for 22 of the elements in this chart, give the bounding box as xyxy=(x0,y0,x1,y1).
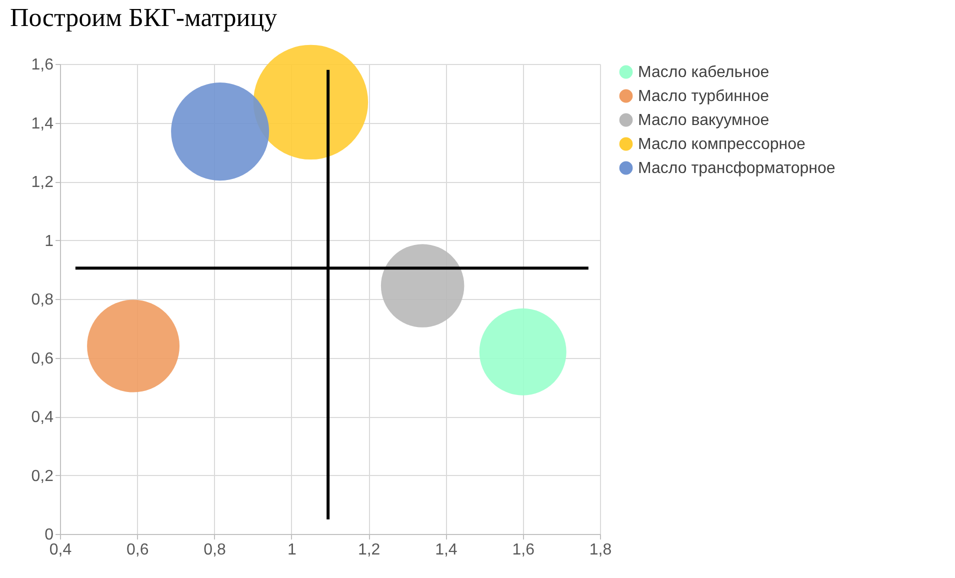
x-tick-label: 0,8 xyxy=(204,542,226,558)
y-tick-label: 1,4 xyxy=(31,115,54,132)
y-tick-label: 0,8 xyxy=(31,292,54,308)
y-tick-label: 0,4 xyxy=(31,409,54,426)
x-tick-label: 0,6 xyxy=(126,542,149,558)
x-tick-label: 1,8 xyxy=(589,542,612,558)
y-tick-label: 1,2 xyxy=(31,174,54,191)
x-tick-label: 1,2 xyxy=(358,542,380,558)
legend-label: Масло вакуумное xyxy=(638,112,770,129)
y-tick-label: 0 xyxy=(44,526,54,544)
chart-title: Построим БКГ-матрицу xyxy=(10,2,278,32)
y-tick-label: 0,6 xyxy=(31,350,54,368)
x-tick-label: 1 xyxy=(287,542,296,558)
y-tick-label: 1,6 xyxy=(31,56,54,74)
x-tick-label: 1,4 xyxy=(435,542,458,558)
y-tick-label: 1 xyxy=(44,232,54,250)
legend-label: Масло кабельное xyxy=(638,64,770,81)
legend-label: Масло турбинное xyxy=(638,88,770,105)
legend-label: Масло трансформаторное xyxy=(638,160,836,177)
y-tick-label: 0,2 xyxy=(31,468,54,485)
legend-label: Масло компрессорное xyxy=(638,136,806,153)
x-tick-label: 1,6 xyxy=(512,542,535,558)
